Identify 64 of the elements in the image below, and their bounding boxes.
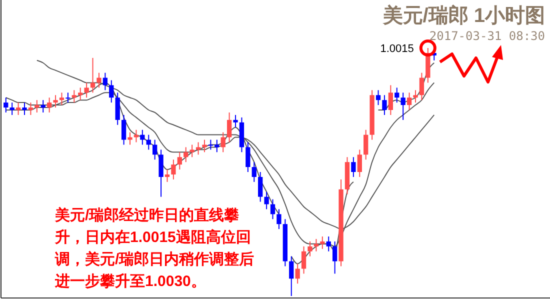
candlestick: [152, 139, 158, 160]
candlestick: [246, 142, 250, 172]
candlestick: [406, 92, 412, 110]
chart-title: 美元/瑞郎 1小时图: [382, 4, 545, 27]
annotation: 美元/瑞郎经过昨日的直线攀升，日内在1.0015遇阻高位回调，美元/瑞郎日内稍作调整后进一步攀升至1.0030。: [54, 206, 254, 290]
candlestick: [357, 149, 362, 178]
candlestick: [184, 146, 188, 163]
candlestick: [28, 102, 34, 116]
candlestick: [326, 236, 331, 252]
candlestick: [413, 90, 418, 104]
candlestick: [59, 92, 64, 106]
candlestick: [295, 263, 300, 284]
candlestick: [177, 152, 182, 170]
candlestick: [40, 100, 46, 113]
candlestick: [96, 72, 102, 88]
candlestick: [34, 100, 40, 113]
candlestick: [109, 80, 114, 104]
candlestick: [140, 129, 145, 146]
annotation: 1.0015: [380, 43, 414, 55]
candlestick: [121, 114, 126, 146]
candlestick: [46, 97, 52, 113]
candlestick: [164, 169, 170, 182]
candlestick: [66, 92, 70, 104]
candlestick: [252, 162, 256, 182]
candlestick: [128, 132, 132, 146]
candlestick: [90, 57, 96, 94]
candlestick: [115, 92, 120, 126]
candlestick: [264, 191, 269, 210]
candlestick: [332, 240, 338, 274]
candlestick: [226, 112, 232, 143]
candlestick: [202, 139, 207, 153]
candlestick: [276, 208, 282, 230]
candlestick: [10, 102, 14, 116]
candlestick: [388, 84, 394, 116]
candlestick: [258, 172, 263, 202]
candlestick: [394, 87, 400, 104]
text: 2017-03-31 08:30: [429, 29, 545, 43]
candlestick: [419, 72, 424, 101]
candlestick: [308, 240, 312, 257]
candlestick: [289, 256, 294, 296]
candlestick: [233, 114, 238, 128]
candlestick: [22, 102, 27, 116]
candlestick: [364, 129, 368, 160]
candlestick: [53, 94, 58, 108]
candlestick: [314, 238, 319, 252]
candlestick: [190, 144, 194, 158]
candlestick: [171, 159, 176, 180]
candlestick: [102, 72, 108, 91]
candlestick: [400, 92, 406, 120]
candlestick: [376, 90, 381, 106]
candlestick: [351, 156, 356, 178]
candlestick: [72, 90, 76, 104]
candlestick: [382, 94, 387, 116]
candlestick: [158, 149, 164, 198]
candlestick: [320, 236, 325, 250]
candlestick: [134, 129, 139, 143]
candlestick: [196, 142, 201, 156]
candlestick: [301, 246, 306, 274]
candlestick: [84, 82, 89, 98]
candlestick: [16, 102, 21, 116]
candlestick: [78, 87, 83, 101]
candlestick: [4, 97, 8, 113]
candlestick: [270, 198, 276, 220]
candlestick: [220, 132, 226, 153]
